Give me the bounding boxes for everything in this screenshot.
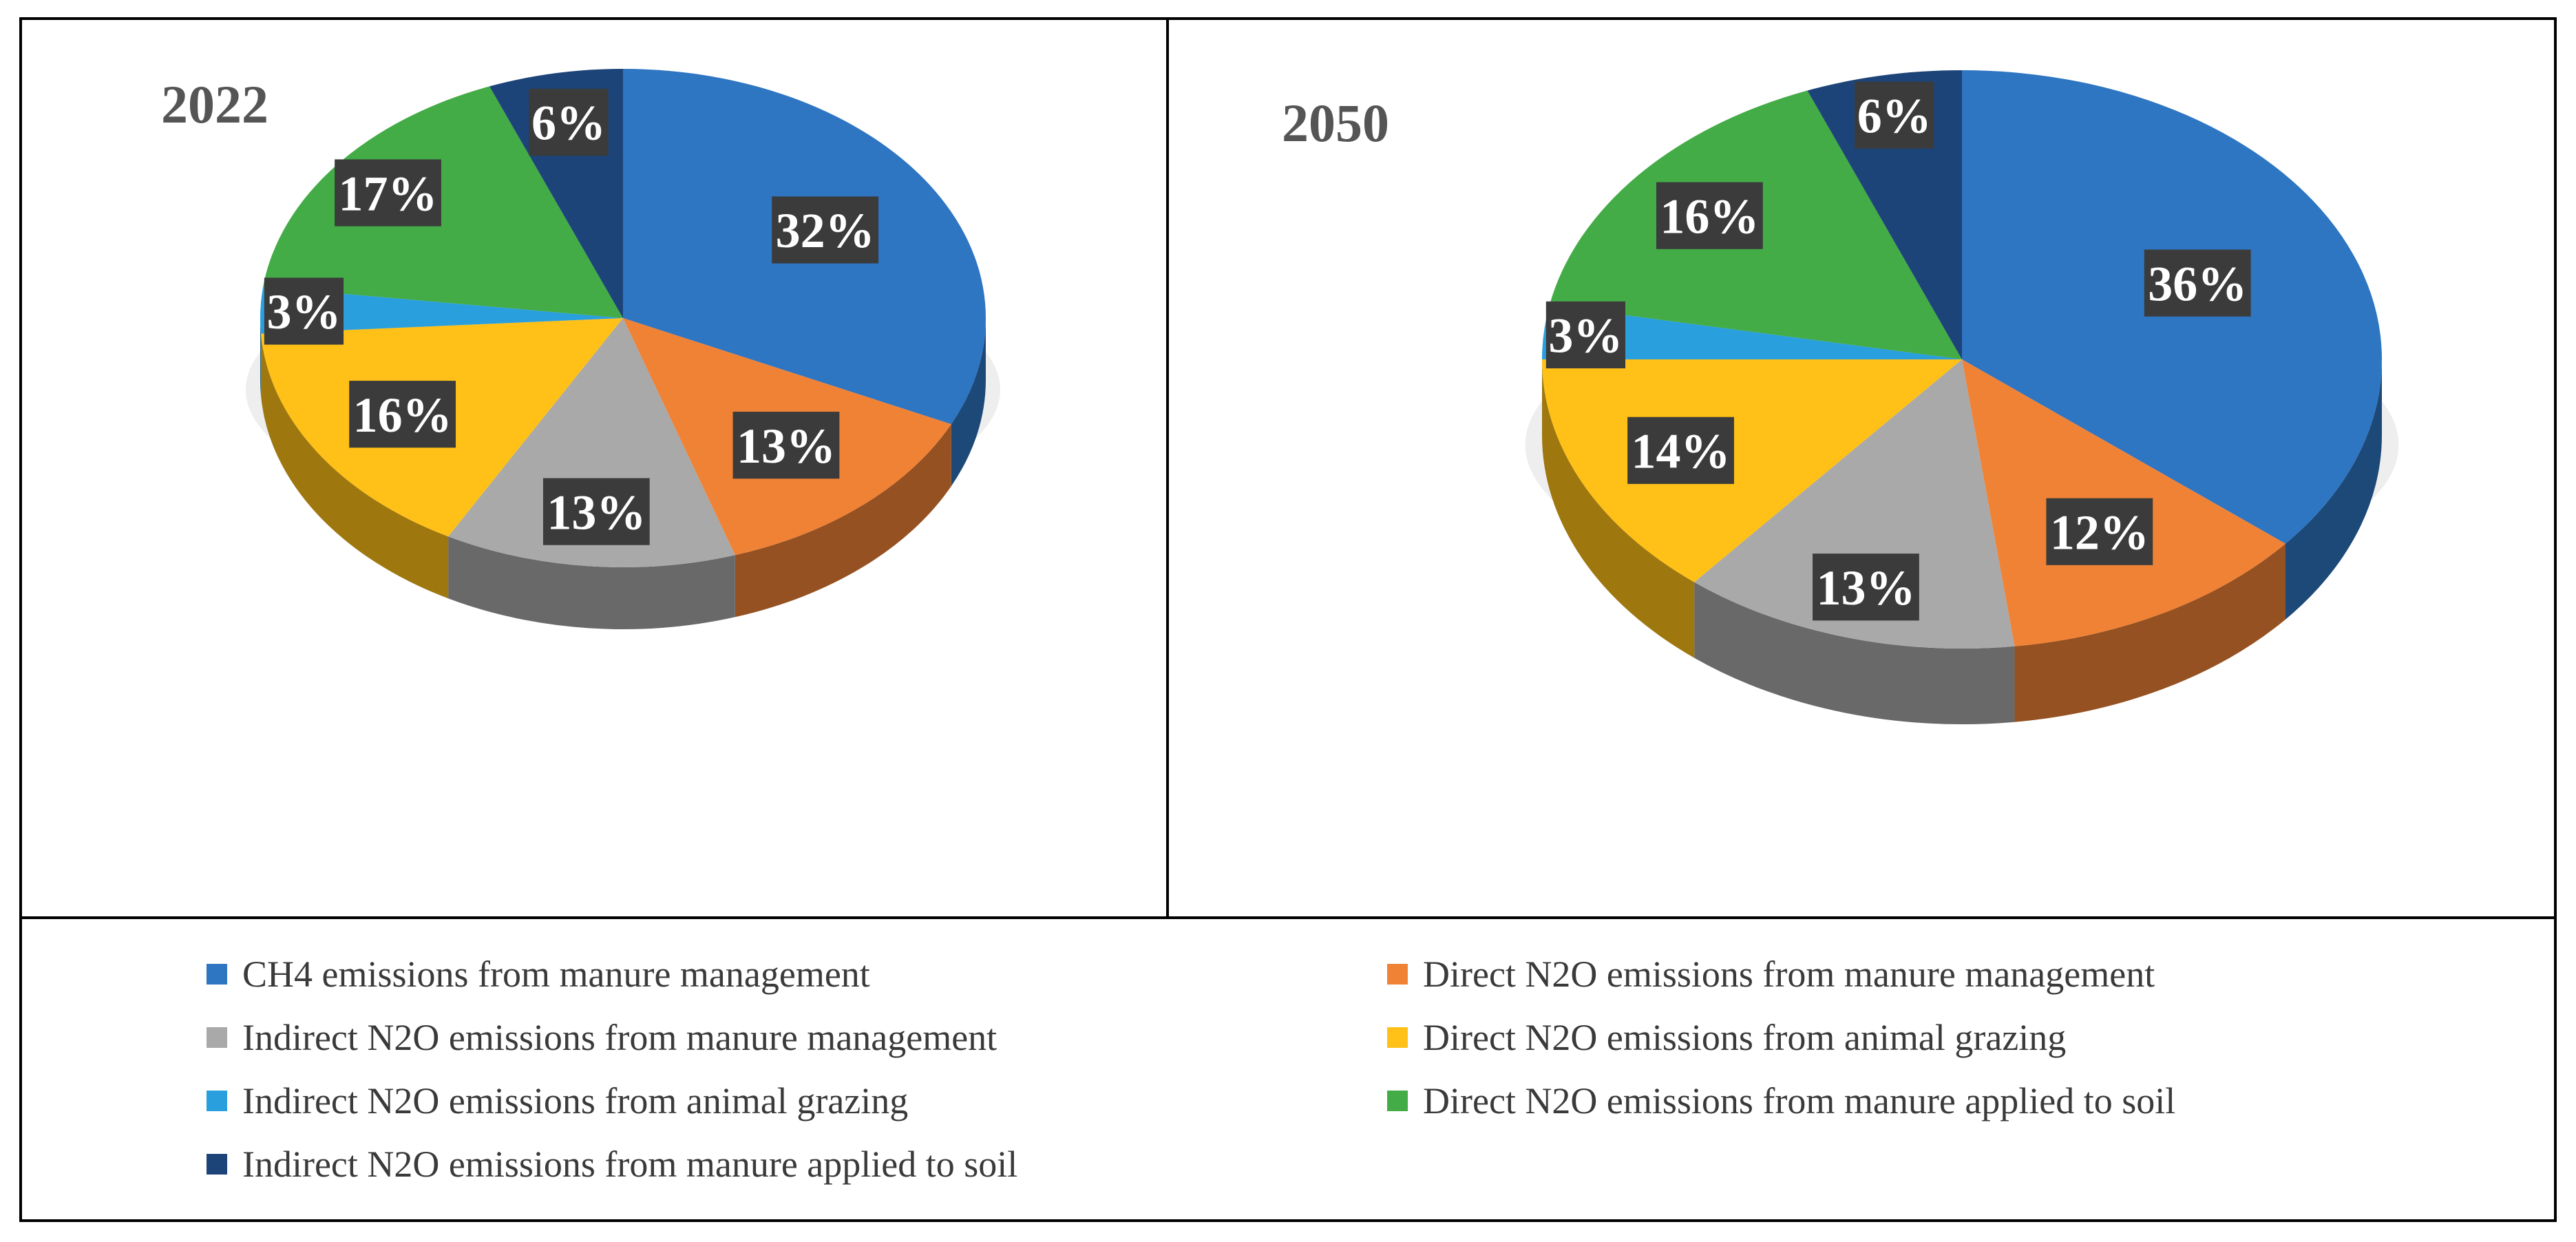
pie-slice-2050-in2o_mm[interactable] — [1694, 359, 2015, 649]
legend-label: Direct N2O emissions from manure managem… — [1423, 954, 2155, 995]
pie-side-2050-in2o_mm — [1694, 582, 2015, 724]
data-label-text: 3% — [266, 284, 341, 339]
data-label-bg — [335, 159, 441, 227]
pie-side-2022-in2o_mm — [448, 536, 735, 629]
pie-side-2022-ch4_mm — [951, 318, 986, 487]
pie-data-label-2050-dn2o_soil: 16% — [1656, 182, 1763, 249]
pie-data-label-2022-in2o_soil: 6% — [529, 88, 609, 156]
pie-labels-2050: 36% 12% 13% 14% 3% 16% 6% — [1545, 81, 2251, 621]
data-label-text: 13% — [1816, 560, 1915, 615]
legend-swatch — [207, 964, 227, 985]
pie-data-label-2050-in2o_ag: 3% — [1545, 301, 1626, 369]
legend-label: Indirect N2O emissions from animal grazi… — [242, 1080, 909, 1122]
pie-data-label-2022-dn2o_mm: 13% — [732, 412, 840, 479]
pie-side-2050-ch4_mm — [2285, 359, 2382, 620]
data-label-text: 3% — [1548, 308, 1623, 364]
legend-item-in2o_mm: Indirect N2O emissions from manure manag… — [207, 1013, 997, 1062]
legend-swatch — [207, 1027, 227, 1048]
data-label-bg — [1813, 554, 1919, 621]
chart-title-2022: 2022 — [161, 74, 268, 134]
pie-sides-2050 — [1542, 359, 2382, 724]
data-label-text: 17% — [339, 166, 438, 221]
legend-item-in2o_soil: Indirect N2O emissions from manure appli… — [207, 1140, 1017, 1188]
pie-labels-2022: 32% 13% 13% 16%3% 17% 6% — [264, 88, 879, 545]
data-label-text: 13% — [547, 485, 646, 540]
legend-swatch — [1387, 964, 1408, 985]
pie-data-label-2050-in2o_soil: 6% — [1855, 81, 1934, 149]
data-label-text: 13% — [737, 419, 836, 474]
pie-data-label-2050-ch4_mm: 36% — [2144, 249, 2251, 317]
pie-data-label-2022-in2o_mm: 13% — [542, 478, 650, 545]
legend-label: Indirect N2O emissions from manure appli… — [242, 1144, 1018, 1185]
data-label-bg — [2046, 498, 2153, 565]
pie-chart-2050: 36% 12% 13% 14% 3% 16% 6% 2050 — [1282, 70, 2399, 724]
data-label-bg — [772, 196, 879, 264]
pie-side-2050-dn2o_ag — [1542, 359, 1695, 658]
data-label-bg — [1627, 417, 1734, 484]
data-label-text: 6% — [1857, 88, 1932, 143]
data-label-text: 32% — [776, 203, 875, 258]
data-label-bg — [1545, 301, 1626, 369]
panel-divider-vertical — [1166, 17, 1169, 919]
pie-side-2022-dn2o_ag — [261, 333, 449, 599]
legend-item-dn2o_mm: Direct N2O emissions from manure managem… — [1387, 950, 2155, 998]
data-label-text: 16% — [353, 388, 452, 443]
legend-divider — [19, 916, 2557, 919]
data-label-bg — [2144, 249, 2251, 317]
data-label-bg — [732, 412, 840, 479]
pie-slice-2050-dn2o_ag[interactable] — [1542, 359, 1962, 582]
data-label-bg — [1855, 81, 1934, 149]
data-label-text: 14% — [1632, 424, 1731, 479]
pie-data-label-2050-in2o_mm: 13% — [1813, 554, 1919, 621]
legend-item-dn2o_ag: Direct N2O emissions from animal grazing — [1387, 1013, 2066, 1062]
legend-label: CH4 emissions from manure management — [242, 954, 870, 995]
pie-slices-2050 — [1542, 70, 2383, 649]
data-label-text: 16% — [1660, 189, 1759, 244]
data-label-bg — [264, 277, 344, 345]
data-label-bg — [349, 381, 456, 448]
pie-slice-2022-dn2o_soil[interactable] — [263, 86, 624, 319]
legend-swatch — [207, 1091, 227, 1111]
pie-slice-2050-in2o_ag[interactable] — [1542, 305, 1962, 359]
data-label-text: 6% — [531, 96, 606, 151]
legend-item-dn2o_soil: Direct N2O emissions from manure applied… — [1387, 1077, 2175, 1125]
legend: CH4 emissions from manure management Dire… — [207, 950, 2478, 1212]
pie-side-2022-in2o_ag — [260, 318, 262, 396]
legend-swatch — [1387, 1091, 1408, 1111]
legend-label: Direct N2O emissions from animal grazing — [1423, 1017, 2067, 1058]
legend-swatch — [207, 1154, 227, 1175]
data-label-bg — [529, 88, 609, 156]
pie-side-2022-dn2o_mm — [735, 424, 951, 618]
pie-sides-2022 — [260, 318, 986, 629]
legend-item-ch4_mm: CH4 emissions from manure management — [207, 950, 870, 998]
pie-data-label-2022-ch4_mm: 32% — [772, 196, 879, 264]
pie-side-2050-dn2o_mm — [2014, 543, 2286, 722]
legend-swatch — [1387, 1027, 1408, 1048]
legend-item-in2o_ag: Indirect N2O emissions from animal grazi… — [207, 1077, 908, 1125]
legend-label: Indirect N2O emissions from manure manag… — [242, 1017, 997, 1058]
figure-frame — [19, 17, 2557, 1222]
pie-data-label-2022-dn2o_ag: 16% — [349, 381, 456, 448]
pie-data-label-2050-dn2o_ag: 14% — [1627, 417, 1734, 484]
data-label-bg — [1656, 182, 1763, 249]
pie-data-label-2050-dn2o_mm: 12% — [2046, 498, 2153, 565]
legend-label: Direct N2O emissions from manure applied… — [1423, 1080, 2176, 1122]
pie-chart-2022: 32% 13% 13% 16%3% 17% 6% 2022 — [161, 69, 1001, 629]
pie-slice-2022-in2o_mm[interactable] — [448, 318, 735, 567]
data-label-text: 12% — [2050, 505, 2149, 560]
pie-data-label-2022-in2o_ag: 3% — [264, 277, 344, 345]
chart-title-2050: 2050 — [1282, 93, 1389, 153]
pie-slice-2022-in2o_ag[interactable] — [260, 286, 623, 334]
pie-data-label-2022-dn2o_soil: 17% — [335, 159, 441, 227]
data-label-text: 36% — [2148, 256, 2247, 311]
data-label-bg — [542, 478, 650, 545]
